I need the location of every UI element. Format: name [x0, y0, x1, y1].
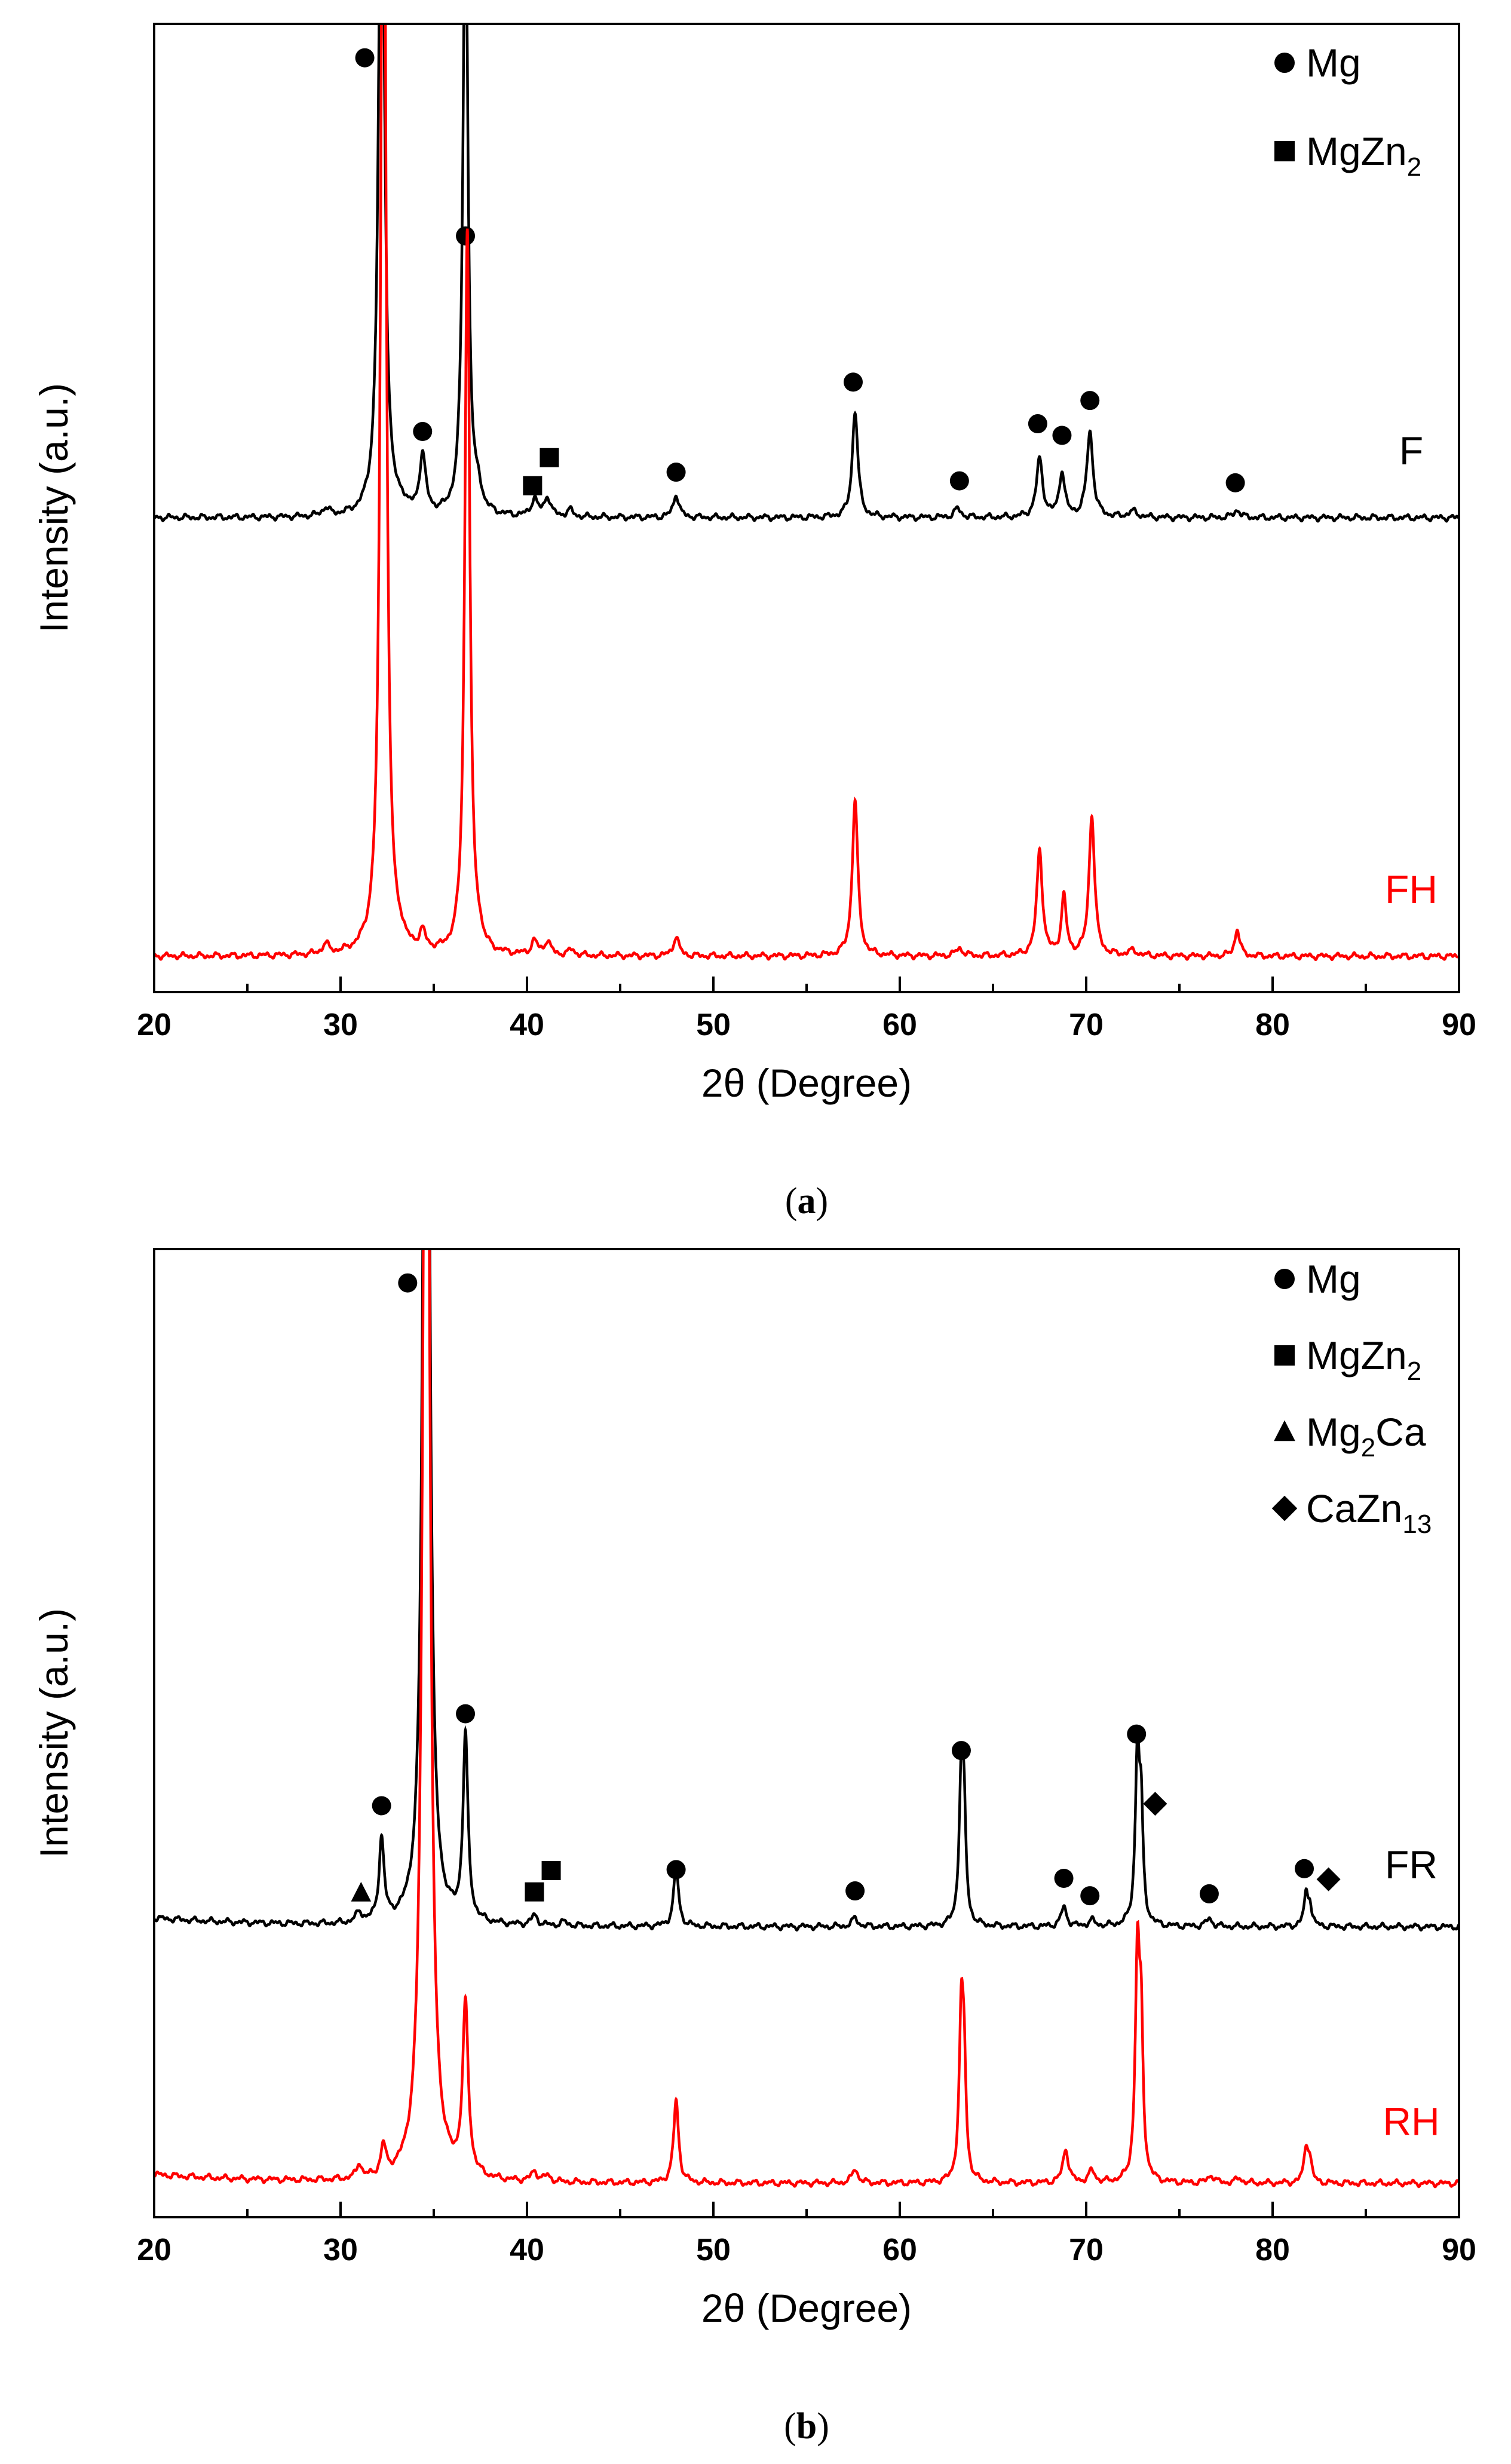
- x-tick-label: 50: [696, 2233, 731, 2267]
- legend-label: Mg2Ca: [1306, 1410, 1426, 1462]
- x-tick-label: 80: [1255, 1008, 1290, 1042]
- x-tick-label: 30: [323, 2233, 358, 2267]
- series-line-FR: [154, 1249, 1459, 1932]
- peak-marker-circle: [456, 1704, 476, 1724]
- peak-marker-triangle: [351, 1881, 372, 1902]
- peak-marker-circle: [355, 48, 375, 68]
- x-tick-label: 30: [323, 1008, 358, 1042]
- x-tick-label: 70: [1069, 1008, 1104, 1042]
- x-tick-label: 20: [137, 1008, 171, 1042]
- y-axis-label: Intensity (a.u.): [32, 383, 76, 633]
- x-tick-label: 60: [882, 1008, 917, 1042]
- peak-marker-square: [525, 1882, 544, 1902]
- y-axis-label: Intensity (a.u.): [32, 1608, 76, 1858]
- peak-marker-circle: [1295, 1859, 1314, 1878]
- x-tick-label: 50: [696, 1008, 731, 1042]
- peak-marker-circle: [456, 226, 476, 246]
- x-tick-label: 40: [510, 1008, 544, 1042]
- peak-marker-circle: [372, 1796, 391, 1816]
- peak-marker-square: [540, 448, 559, 467]
- peak-marker-circle: [1080, 391, 1100, 411]
- legend-marker-diamond: [1271, 1495, 1298, 1522]
- legend: Mg MgZn2: [1274, 41, 1421, 182]
- legend-label: MgZn2: [1306, 1333, 1421, 1386]
- peak-marker-circle: [1080, 1886, 1100, 1906]
- chart-panel-a: F FH 20 30 40 50 60 70 80 90 2θ (Degree) Intensity …: [32, 23, 1476, 1222]
- legend-marker-triangle: [1274, 1420, 1295, 1441]
- peak-marker-circle: [398, 1273, 418, 1293]
- peak-marker-circle: [666, 463, 686, 482]
- peak-marker-circle: [413, 422, 433, 442]
- legend-label: MgZn2: [1306, 129, 1421, 182]
- series-line-FH: [154, 24, 1459, 962]
- peak-marker-circle: [1054, 1869, 1074, 1888]
- chart-panel-b: FR RH 20 30 40 50 60 70 80 90 2θ (Degree) Intensity…: [32, 1248, 1476, 2447]
- peak-marker-circle: [1199, 1884, 1219, 1903]
- peak-marker-circle: [666, 1860, 686, 1880]
- series-label-RH: RH: [1383, 2099, 1439, 2143]
- x-tick-label: 90: [1442, 2233, 1476, 2267]
- x-axis-label: 2θ (Degree): [701, 1061, 912, 1105]
- peak-marker-circle: [844, 372, 863, 392]
- peak-marker-circle: [951, 1741, 971, 1761]
- series-line-F: [154, 24, 1459, 523]
- legend-label: Mg: [1306, 41, 1361, 85]
- peak-marker-circle: [949, 471, 969, 491]
- series-label-FH: FH: [1385, 867, 1438, 911]
- peak-marker-circle: [1052, 426, 1072, 445]
- x-tick-label: 90: [1442, 1008, 1476, 1042]
- peak-marker-circle: [1225, 473, 1245, 492]
- legend-marker-circle: [1274, 53, 1295, 73]
- legend-label: CaZn13: [1306, 1486, 1432, 1539]
- peak-marker-square: [523, 476, 543, 495]
- legend: Mg MgZn2 Mg2Ca CaZn13: [1271, 1257, 1432, 1539]
- legend-marker-square: [1274, 141, 1295, 161]
- series-line-RH: [154, 1249, 1459, 2188]
- legend-label: Mg: [1306, 1257, 1361, 1301]
- legend-marker-square: [1274, 1345, 1295, 1366]
- x-axis-label: 2θ (Degree): [701, 2286, 912, 2330]
- x-tick-label: 40: [510, 2233, 544, 2267]
- peak-marker-diamond: [1316, 1867, 1341, 1891]
- peak-marker-circle: [1127, 1724, 1147, 1744]
- series-label-FR: FR: [1385, 1842, 1438, 1887]
- peak-marker-diamond: [1143, 1792, 1167, 1816]
- panel-label: (b): [784, 2406, 829, 2447]
- panel-label: (a): [785, 1181, 828, 1222]
- x-tick-label: 60: [882, 2233, 917, 2267]
- legend-marker-circle: [1274, 1269, 1295, 1289]
- series-label-F: F: [1399, 428, 1423, 473]
- x-tick-label: 20: [137, 2233, 171, 2267]
- plot-frame: [153, 1248, 1460, 2218]
- x-tick-label: 70: [1069, 2233, 1104, 2267]
- peak-marker-circle: [1028, 414, 1047, 434]
- peak-marker-square: [541, 1861, 561, 1881]
- x-tick-label: 80: [1255, 2233, 1290, 2267]
- peak-marker-circle: [845, 1881, 865, 1901]
